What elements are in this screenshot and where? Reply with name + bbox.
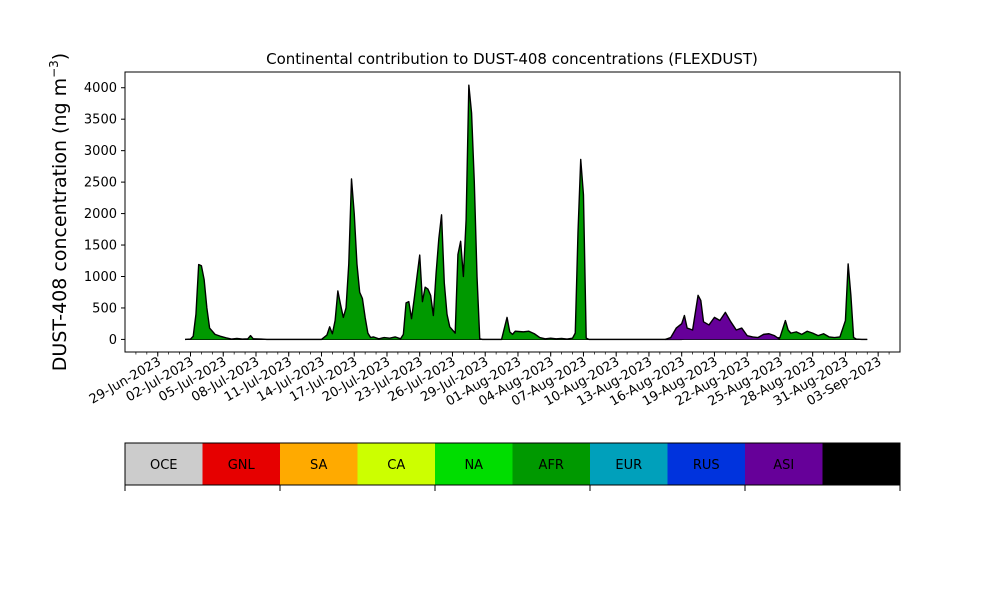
chart-title: Continental contribution to DUST-408 con…	[266, 50, 758, 68]
legend-swatch-oce	[125, 443, 203, 485]
y-tick-label: 0	[109, 333, 117, 348]
y-axis: 0 500 1000 1500 2000 2500 3000 3500 4000	[84, 81, 125, 348]
series-area-afr	[185, 85, 868, 340]
legend-swatch-ca	[357, 443, 435, 485]
y-tick-label: 500	[92, 301, 117, 316]
legend-frame	[124, 442, 901, 486]
y-axis-label: DUST-408 concentration (ng m−3)	[47, 53, 71, 371]
y-axis-label-main: DUST-408 concentration (ng m	[49, 78, 71, 371]
plot-area	[124, 71, 901, 353]
series-outline-asi	[665, 294, 781, 341]
y-tick-label: 3500	[84, 113, 117, 128]
legend-label-rus: RUS	[693, 458, 720, 473]
y-tick-label: 1000	[84, 270, 117, 285]
legend-swatch-rus	[667, 443, 745, 485]
x-axis: 29-Jun-202302-Jul-202305-Jul-202308-Jul-…	[87, 352, 890, 410]
legend-swatch-afr	[512, 443, 590, 485]
legend-label-sa: SA	[310, 458, 327, 473]
legend-label-oce: OCE	[150, 458, 178, 473]
y-tick-label: 2500	[84, 176, 117, 191]
legend-label-eur: EUR	[615, 458, 642, 473]
legend-label-afr: AFR	[539, 458, 564, 473]
y-axis-label-superscript: −3	[47, 60, 61, 78]
series-layer	[184, 84, 868, 341]
legend-swatch-asi	[745, 443, 823, 485]
legend-swatch-aus	[822, 443, 900, 485]
y-tick-label: 2000	[84, 207, 117, 222]
y-axis-label-suffix: )	[49, 53, 71, 60]
legend-label-ca: CA	[387, 458, 405, 473]
y-tick-label: 1500	[84, 239, 117, 254]
legend-swatch-na	[435, 443, 513, 485]
legend-swatch-sa	[280, 443, 358, 485]
y-tick-label: 4000	[84, 81, 117, 96]
legend-label-asi: ASI	[773, 458, 794, 473]
legend-swatch-gnl	[202, 443, 280, 485]
legend-label-gnl: GNL	[228, 458, 256, 473]
legend-label-aus: AUS	[848, 458, 875, 473]
plot-frame	[124, 71, 901, 353]
legend: OCE GNL SA CA NA AFR EUR RUS ASI AUS	[124, 442, 901, 491]
legend-swatch-eur	[590, 443, 668, 485]
series-outline-afr	[184, 84, 868, 341]
y-tick-label: 3000	[84, 144, 117, 159]
legend-label-na: NA	[464, 458, 483, 473]
